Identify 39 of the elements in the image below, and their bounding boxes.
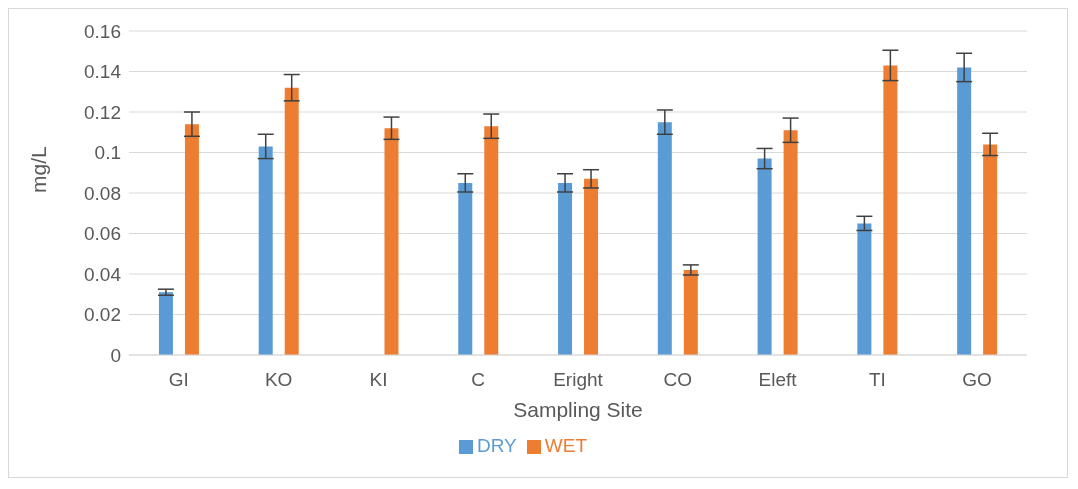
bar [484, 126, 499, 355]
bar [783, 130, 798, 355]
x-tick-label: GO [962, 369, 992, 391]
bar [657, 122, 672, 355]
y-tick-label: 0.12 [84, 101, 121, 123]
x-tick-label: Eleft [758, 369, 798, 391]
bar [584, 178, 599, 355]
bar [184, 124, 199, 355]
y-tick-label: 0.06 [84, 223, 121, 245]
bar [458, 182, 473, 355]
y-tick-label: 0.1 [94, 142, 121, 164]
bar [683, 269, 698, 355]
bar [957, 67, 972, 355]
bar [384, 128, 399, 355]
legend-label: WET [544, 435, 587, 456]
bar [258, 146, 273, 355]
bar [983, 144, 998, 355]
y-tick-label: 0.14 [84, 61, 122, 83]
x-tick-label: GI [168, 369, 189, 391]
bar [284, 87, 299, 355]
x-tick-label: TI [868, 369, 886, 391]
bar [158, 292, 173, 355]
bar [558, 182, 573, 355]
y-tick-label: 0.16 [84, 20, 121, 42]
x-tick-label: KO [264, 369, 293, 391]
x-tick-label: C [471, 369, 486, 391]
y-tick-label: 0.02 [84, 304, 121, 326]
bar [857, 223, 872, 355]
y-tick-label: 0.04 [84, 263, 122, 285]
x-tick-label: CO [663, 369, 693, 391]
x-tick-label: Eright [553, 369, 604, 391]
x-axis-title: Sampling Site [513, 398, 643, 421]
bar [883, 65, 898, 355]
y-tick-label: 0.08 [84, 182, 121, 204]
y-tick-label: 0 [110, 344, 121, 366]
bar [757, 158, 772, 355]
legend-label: DRY [477, 435, 517, 456]
y-axis-title: mg/L [27, 146, 51, 193]
x-tick-label: KI [369, 369, 388, 391]
